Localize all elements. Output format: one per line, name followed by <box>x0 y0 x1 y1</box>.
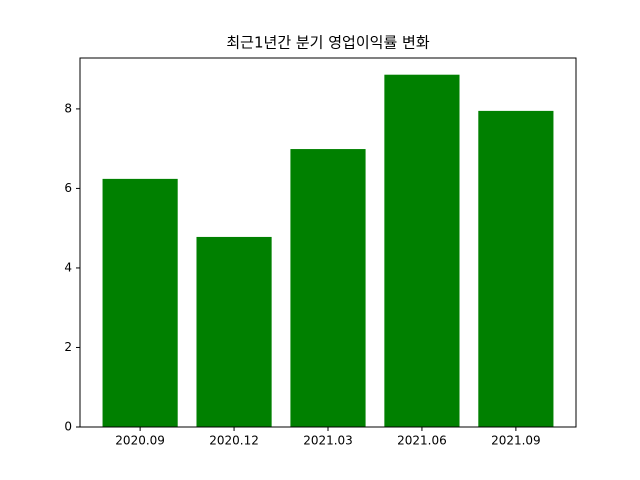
x-tick-label: 2020.09 <box>115 434 165 448</box>
y-tick-label: 2 <box>64 340 72 354</box>
bar <box>384 74 460 427</box>
x-tick-label: 2021.03 <box>303 434 353 448</box>
chart-title: 최근1년간 분기 영업이익률 변화 <box>226 34 429 52</box>
y-tick-label: 6 <box>64 181 72 195</box>
plot-frame <box>79 57 577 428</box>
y-tick-label: 0 <box>64 420 72 434</box>
x-tick-label: 2021.09 <box>491 434 541 448</box>
bar <box>196 236 272 427</box>
bar <box>478 110 554 427</box>
x-tick-label: 2021.06 <box>397 434 447 448</box>
y-tick-label: 8 <box>64 101 72 115</box>
bar <box>290 149 366 427</box>
bar <box>102 178 178 427</box>
x-tick-label: 2020.12 <box>209 434 259 448</box>
y-tick-label: 4 <box>64 260 72 274</box>
